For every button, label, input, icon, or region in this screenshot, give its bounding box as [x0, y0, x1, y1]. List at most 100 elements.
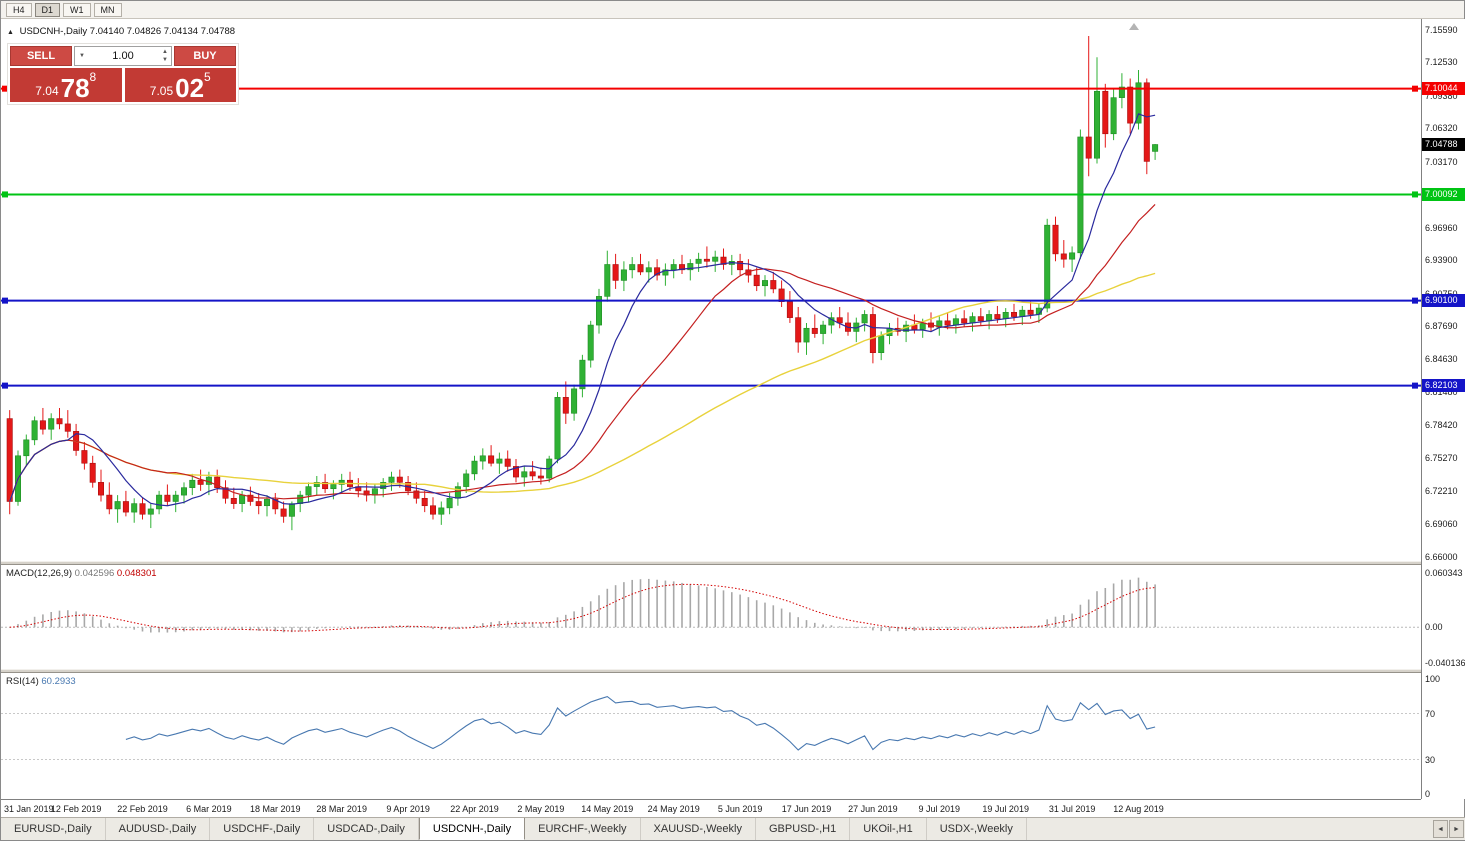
tab-ukoil[interactable]: UKOil-,H1 — [850, 818, 927, 840]
sell-price-figure: 7.04 — [35, 84, 59, 98]
price-axis[interactable]: 7.15590 7.12530 7.09380 7.06320 7.03170 6.969… — [1421, 19, 1465, 799]
volume-spinner[interactable]: ▲ ▼ — [162, 48, 168, 64]
candles — [6, 36, 1159, 531]
date-label: 9 Jul 2019 — [918, 804, 961, 814]
rsi-axis-label: 30 — [1425, 754, 1436, 765]
macd-label: MACD(12,26,9) 0.042596 0.048301 — [6, 568, 157, 579]
rsi-name: RSI(14) — [6, 676, 39, 687]
sell-button[interactable]: SELL — [10, 46, 72, 66]
macd-pane[interactable]: MACD(12,26,9) 0.042596 0.048301 — [1, 565, 1421, 669]
tab-usdcnh[interactable]: USDCNH-,Daily — [418, 818, 526, 840]
rsi-axis-label: 0 — [1425, 789, 1431, 799]
buy-price-figure: 7.05 — [149, 84, 174, 98]
date-label: 6 Mar 2019 — [186, 804, 232, 814]
price-axis-label: 6.90750 — [1425, 289, 1458, 299]
date-label: 19 Jul 2019 — [982, 804, 1029, 814]
volume-dropdown-icon[interactable]: ▼ — [79, 53, 85, 59]
tab-eurchf[interactable]: EURCHF-,Weekly — [525, 818, 641, 840]
macd-histogram — [17, 577, 1156, 633]
rsi-label: RSI(14) 60.2933 — [6, 676, 76, 687]
rsi-pane[interactable]: RSI(14) 60.2933 — [1, 673, 1421, 799]
chart-tabs: EURUSD-,Daily AUDUSD-,Daily USDCHF-,Daily U… — [1, 818, 1433, 840]
chart-shift-marker-icon[interactable] — [1129, 23, 1139, 30]
tabs-scroll-right-button[interactable]: ► — [1449, 820, 1464, 838]
pane-splitter[interactable] — [1, 561, 1465, 565]
tab-usdcad[interactable]: USDCAD-,Daily — [314, 818, 419, 840]
timeframe-toolbar: H4 D1 W1 MN — [1, 1, 1464, 19]
date-label: 9 Apr 2019 — [386, 804, 430, 814]
buy-price-pips: 02 — [175, 73, 205, 103]
price-chart-pane[interactable]: ▲ USDCNH-,Daily 7.04140 7.04826 7.04134 … — [1, 19, 1421, 561]
tabs-scroll-left-button[interactable]: ◄ — [1433, 820, 1448, 838]
date-label: 14 May 2019 — [581, 804, 634, 814]
candlestick-chart[interactable] — [1, 19, 1421, 561]
rsi-axis-label: 70 — [1425, 708, 1436, 719]
date-label: 18 Mar 2019 — [250, 804, 301, 814]
sell-price-point: 8 — [89, 70, 97, 84]
tab-usdx[interactable]: USDX-,Weekly — [927, 818, 1027, 840]
chart-tabs-bar: EURUSD-,Daily AUDUSD-,Daily USDCHF-,Daily U… — [1, 817, 1465, 840]
ma-slow-line — [9, 272, 1156, 502]
price-axis-label: 6.84630 — [1425, 353, 1458, 364]
buy-price[interactable]: 7.05 02 5 — [124, 68, 236, 103]
rsi-value: 60.2933 — [41, 676, 76, 687]
date-label: 28 Mar 2019 — [316, 804, 367, 814]
volume-value: 1.00 — [112, 50, 134, 62]
level-price-badge: 7.00092 — [1422, 187, 1465, 201]
macd-axis-label: 0.00 — [1425, 622, 1443, 633]
date-label: 17 Jun 2019 — [781, 804, 832, 814]
pane-splitter[interactable] — [1, 669, 1465, 673]
macd-axis-label: -0.040136 — [1425, 658, 1465, 669]
tab-scroll-controls: ◄ ► — [1433, 818, 1465, 840]
level-price-badge: 6.90100 — [1422, 294, 1465, 308]
macd-chart — [1, 577, 1421, 633]
price-axis-label: 6.72210 — [1425, 485, 1458, 496]
date-label: 2 May 2019 — [517, 804, 565, 814]
one-click-trading-panel: SELL ▼ 1.00 ▲ ▼ BUY 7.04 78 8 7.05 02 5 — [7, 43, 239, 105]
rsi-chart — [1, 695, 1421, 760]
timeframe-button-w1[interactable]: W1 — [63, 2, 91, 17]
timeframe-button-d1[interactable]: D1 — [34, 2, 61, 17]
date-label: 31 Jan 2019 — [4, 804, 54, 814]
one-click-collapse-icon[interactable]: ▲ — [7, 29, 14, 36]
date-label: 22 Apr 2019 — [450, 804, 499, 814]
sell-price[interactable]: 7.04 78 8 — [10, 68, 122, 102]
macd-value: 0.042596 — [74, 568, 115, 579]
tab-eurusd[interactable]: EURUSD-,Daily — [1, 818, 106, 840]
tab-audusd[interactable]: AUDUSD-,Daily — [106, 818, 211, 840]
price-axis-label: 6.75270 — [1425, 453, 1458, 464]
tab-xauusd[interactable]: XAUUSD-,Weekly — [641, 818, 756, 840]
date-label: 22 Feb 2019 — [117, 804, 168, 814]
price-axis-label: 7.03170 — [1425, 156, 1458, 167]
macd-signal-line — [9, 583, 1156, 632]
timeframe-button-h4[interactable]: H4 — [6, 2, 32, 17]
price-axis-label: 6.81480 — [1425, 387, 1458, 398]
price-axis-label: 6.93900 — [1425, 255, 1458, 266]
level-price-badge: 7.10044 — [1422, 82, 1465, 96]
time-axis[interactable]: 31 Jan 2019 12 Feb 2019 22 Feb 2019 6 Mar 2… — [1, 799, 1421, 820]
price-axis-label: 7.06320 — [1425, 123, 1458, 134]
timeframe-button-mn[interactable]: MN — [93, 2, 122, 17]
macd-signal-value: 0.048301 — [116, 568, 157, 579]
rsi-line — [125, 695, 1156, 751]
sell-price-pips: 78 — [60, 73, 90, 103]
level-price-badge: 6.82103 — [1422, 379, 1465, 393]
date-label: 27 Jun 2019 — [848, 804, 898, 814]
price-axis-label: 6.87690 — [1425, 321, 1458, 332]
volume-stepper[interactable]: ▼ 1.00 ▲ ▼ — [74, 46, 172, 66]
chart-symbol-period: USDCNH-,Daily — [19, 26, 88, 37]
volume-up-icon[interactable]: ▲ — [162, 49, 168, 55]
tab-gbpusd[interactable]: GBPUSD-,H1 — [756, 818, 851, 840]
ma-fast-line — [9, 113, 1156, 507]
date-label: 12 Aug 2019 — [1113, 804, 1164, 814]
volume-down-icon[interactable]: ▼ — [162, 57, 168, 63]
tab-usdchf[interactable]: USDCHF-,Daily — [210, 818, 315, 840]
chart-ohlc-values: 7.04140 7.04826 7.04134 7.04788 — [89, 26, 236, 37]
date-label: 5 Jun 2019 — [717, 804, 763, 814]
buy-button[interactable]: BUY — [174, 46, 236, 66]
current-price-badge: 7.04788 — [1422, 138, 1465, 152]
ma-mid-line — [9, 203, 1156, 502]
rsi-axis-label: 100 — [1425, 674, 1441, 684]
price-axis-label: 7.09380 — [1425, 90, 1458, 101]
